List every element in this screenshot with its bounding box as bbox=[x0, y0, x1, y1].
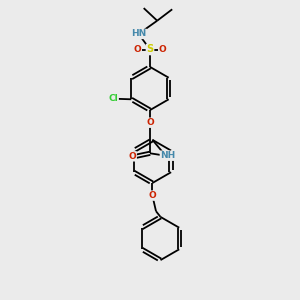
Text: O: O bbox=[128, 152, 136, 161]
Text: O: O bbox=[134, 45, 141, 54]
Text: O: O bbox=[159, 45, 167, 54]
Text: Cl: Cl bbox=[108, 94, 118, 103]
Text: HN: HN bbox=[131, 29, 146, 38]
Text: NH: NH bbox=[160, 151, 175, 160]
Text: O: O bbox=[146, 118, 154, 127]
Text: S: S bbox=[146, 44, 154, 55]
Text: O: O bbox=[148, 191, 156, 200]
